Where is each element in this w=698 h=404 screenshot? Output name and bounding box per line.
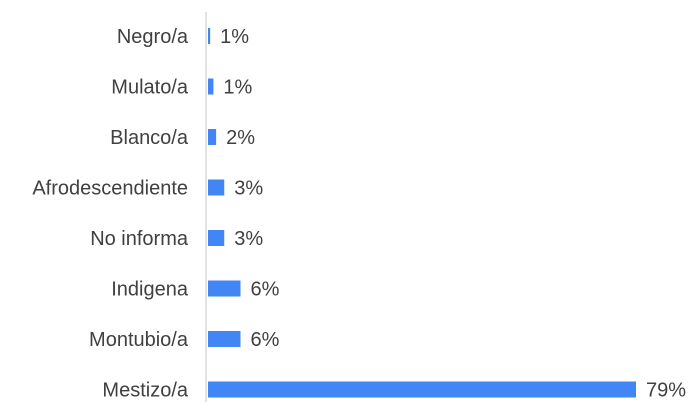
value-label: 6% [251,329,280,351]
category-label: Mestizo/a [102,380,188,402]
value-label: 79% [646,380,686,402]
bar-mulato-a [208,78,214,95]
bars-layer [208,28,636,398]
bar-afrodescendiente [208,179,225,196]
category-label: Afrodescendiente [32,178,188,200]
bar-negro-a [208,28,211,44]
category-label: Blanco/a [110,127,189,149]
category-label: No informa [90,228,189,250]
value-label: 3% [234,228,263,250]
category-label: Montubio/a [89,329,189,351]
category-label: Indigena [111,279,189,301]
bar-no-informa [208,230,225,246]
bar-montubio-a [208,331,241,347]
category-label: Negro/a [117,26,189,48]
category-label: Mulato/a [111,77,189,99]
value-label: 6% [251,279,280,301]
bar-blanco-a [208,129,217,145]
bar-indigena [208,280,241,297]
bar-mestizo-a [208,381,636,398]
value-label: 1% [220,26,249,48]
value-label: 2% [226,127,255,149]
value-label: 3% [234,178,263,200]
labels-layer: Negro/a 1% Mulato/a 1% Blanco/a 2% Afrodescend… [32,26,686,402]
value-label: 1% [223,77,252,99]
